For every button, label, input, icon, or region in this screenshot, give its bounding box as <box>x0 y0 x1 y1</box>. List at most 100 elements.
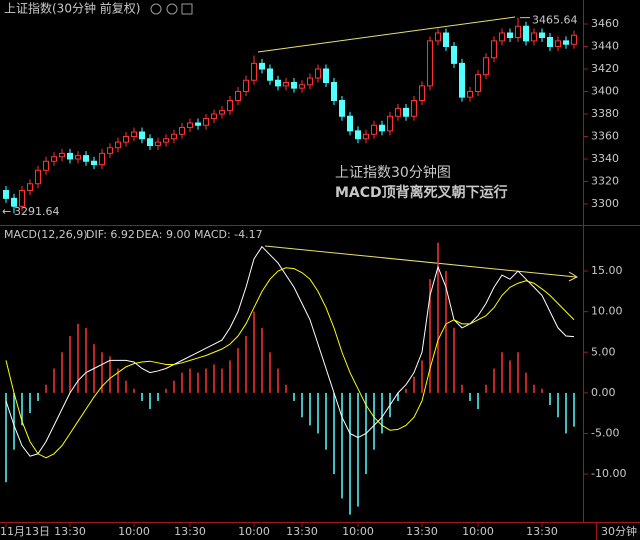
candle-body <box>291 82 297 89</box>
period-label: 30分钟 <box>601 524 637 538</box>
candle-body <box>99 152 105 166</box>
y-tick-label: -10.00 <box>591 467 626 480</box>
candle-body <box>467 91 473 98</box>
x-tick-label: 13:30 <box>54 525 86 538</box>
candle-body <box>267 68 273 81</box>
candle-body <box>203 118 209 126</box>
candle-body <box>83 155 89 162</box>
candle-body <box>299 84 305 89</box>
y-tick-label: 3380 <box>591 107 619 120</box>
candle-body <box>419 85 425 101</box>
candle-body <box>131 131 137 137</box>
candle-body <box>211 113 217 119</box>
zoom-out-button[interactable] <box>166 3 178 15</box>
candle-body <box>347 115 353 132</box>
candle-body <box>427 40 433 87</box>
candle-body <box>515 25 521 38</box>
candle-body <box>251 62 257 81</box>
y-tick-label: 3440 <box>591 40 619 53</box>
close-button[interactable] <box>181 3 193 15</box>
candle-body <box>547 37 553 47</box>
candle-body <box>195 122 201 126</box>
indicator-line <box>5 267 575 459</box>
candle-body <box>187 122 193 128</box>
x-tick-label: 10:00 <box>342 525 374 538</box>
legend-entry: MACD: -4.17 <box>194 228 263 241</box>
candle-body <box>539 32 545 38</box>
candle-body <box>363 133 369 140</box>
zoom-in-button[interactable] <box>150 3 162 15</box>
candle-body <box>19 190 25 207</box>
candle-body <box>555 40 561 47</box>
candle-body <box>411 100 417 117</box>
candle-body <box>115 141 121 149</box>
candle-body <box>531 32 537 42</box>
y-tick-label: 3320 <box>591 175 619 188</box>
toolbar <box>150 3 193 15</box>
candle-body <box>339 100 345 117</box>
candle-body <box>163 138 169 143</box>
candle-body <box>107 147 113 154</box>
candle-body <box>123 136 129 143</box>
candle-body <box>235 91 241 101</box>
candle-body <box>379 124 385 132</box>
indicator-label: MACD(12,26,9) <box>4 228 88 241</box>
candle-body <box>483 57 489 76</box>
candle-body <box>283 82 289 87</box>
x-tick-label: 13:30 <box>526 525 558 538</box>
candle-body <box>219 110 225 115</box>
y-tick-label: 5.00 <box>591 345 616 358</box>
y-tick-label: 3460 <box>591 17 619 30</box>
x-tick-label: 13:30 <box>406 525 438 538</box>
chart-title: 上证指数(30分钟 前复权) <box>4 1 140 16</box>
legend-entry: DIF: 6.92 <box>86 228 135 241</box>
candle-body <box>315 68 321 79</box>
candle-body <box>3 190 9 199</box>
y-tick-label: 3420 <box>591 62 619 75</box>
candle-body <box>139 131 145 140</box>
y-tick-label: 3360 <box>591 130 619 143</box>
y-tick-label: 3340 <box>591 152 619 165</box>
candle-body <box>91 160 97 166</box>
candle-body <box>451 46 457 64</box>
candle-body <box>27 183 33 191</box>
candle-body <box>355 130 361 140</box>
arrow-head <box>568 271 579 282</box>
annotation: MACD顶背离死叉朝下运行 <box>335 184 508 201</box>
arrow-glyph: ← <box>2 205 11 218</box>
trend-line <box>264 245 577 278</box>
candle-body <box>51 156 57 162</box>
x-tick-label: 10:00 <box>462 525 494 538</box>
candle-body <box>307 77 313 86</box>
candle-body <box>11 197 17 207</box>
candle-body <box>179 127 185 135</box>
candle-body <box>331 82 337 101</box>
candle-body <box>43 160 49 171</box>
candle-body <box>563 40 569 45</box>
candle-body <box>259 62 265 70</box>
candle-body <box>35 169 41 185</box>
x-tick-label: 10:00 <box>238 525 270 538</box>
x-tick-label: 13:30 <box>286 525 318 538</box>
high-label: 3465.64 <box>532 14 578 27</box>
candle-body <box>403 107 409 117</box>
candle-body <box>67 152 73 160</box>
trend-line <box>257 16 516 53</box>
candle-body <box>571 34 577 45</box>
legend-entry: DEA: 9.00 <box>136 228 190 241</box>
candle-body <box>491 40 497 59</box>
y-tick-label: 15.00 <box>591 264 623 277</box>
candle-body <box>371 124 377 135</box>
x-tick-label: 11月13日 <box>0 525 50 538</box>
candle-body <box>227 100 233 112</box>
candle-body <box>275 79 281 87</box>
candle-body <box>243 79 249 92</box>
candle-body <box>147 138 153 146</box>
candle-body <box>395 107 401 117</box>
annotation: 上证指数30分钟图 <box>335 164 451 181</box>
x-tick-label: 10:00 <box>118 525 150 538</box>
candle-body <box>75 155 81 160</box>
